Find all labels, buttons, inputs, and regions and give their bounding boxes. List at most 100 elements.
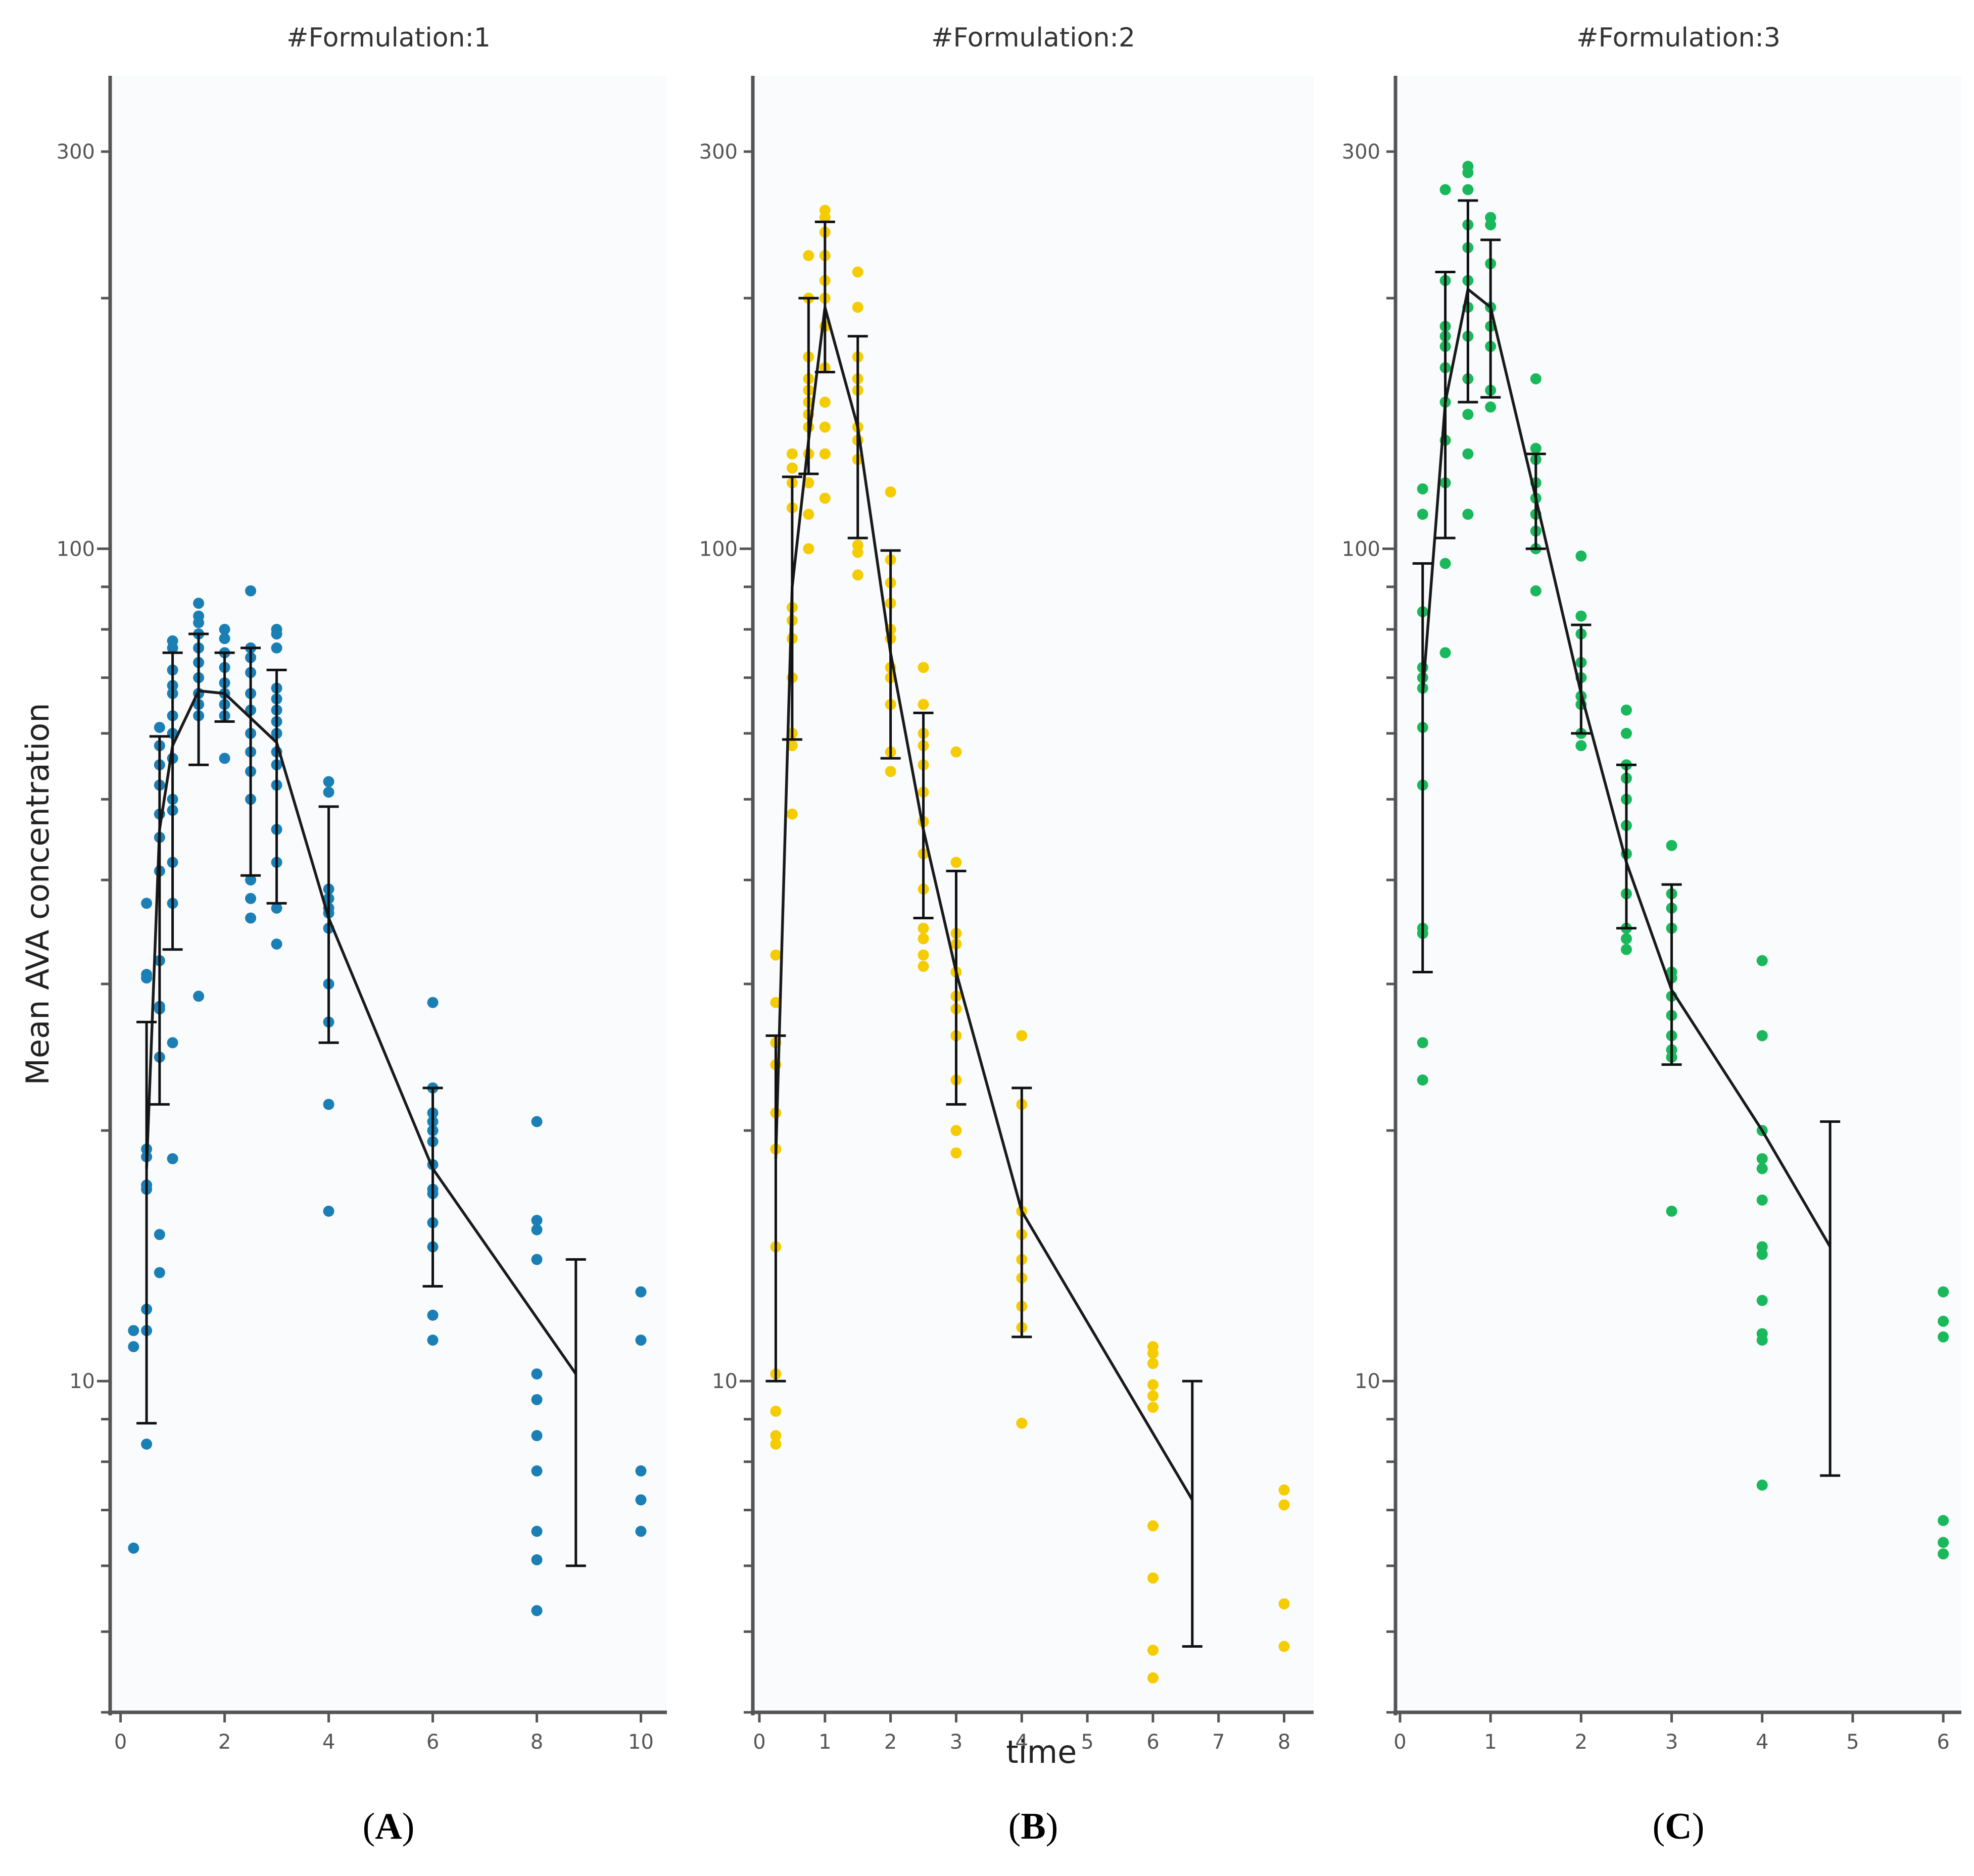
data-point: [193, 610, 205, 622]
x-tick-label: 6: [426, 1731, 439, 1754]
error-bar: [1458, 199, 1478, 404]
data-point: [635, 1465, 647, 1477]
data-point: [819, 205, 831, 216]
data-point: [803, 477, 814, 488]
error-bar: [214, 651, 235, 723]
error-bar: [318, 805, 339, 1044]
data-point: [271, 624, 282, 635]
data-point: [1439, 647, 1451, 659]
data-point: [1278, 1499, 1290, 1511]
data-point: [803, 250, 814, 261]
y-tick-label: 100: [699, 537, 738, 561]
data-point: [1462, 448, 1474, 460]
x-tick-label: 10: [628, 1731, 654, 1754]
data-point: [1147, 1379, 1159, 1391]
axes: 10 100 300 0 2 4 6 8 10: [57, 76, 667, 1754]
data-point: [1147, 1341, 1159, 1353]
data-point: [918, 922, 929, 934]
data-point: [950, 1147, 962, 1159]
axes: 10 100 300 0 1 2 3 4 5 6: [1342, 76, 1961, 1754]
data-point: [786, 462, 798, 474]
data-point: [1756, 1030, 1768, 1042]
data-point: [193, 598, 205, 609]
data-point: [1147, 1520, 1159, 1532]
data-point: [1417, 483, 1428, 495]
panel-letter: B: [1021, 1806, 1045, 1847]
data-point: [1938, 1515, 1949, 1526]
panel-letter: A: [375, 1806, 402, 1847]
panel-title: #Formulation:1: [286, 23, 491, 53]
data-marks: [128, 585, 647, 1616]
data-point: [1756, 955, 1768, 966]
data-point: [271, 902, 282, 914]
plot-background: [110, 76, 667, 1712]
error-bar: [1182, 1379, 1202, 1648]
panel-title: #Formulation:2: [931, 23, 1135, 53]
data-point: [852, 302, 863, 313]
data-point: [1016, 1417, 1028, 1429]
error-bar: [814, 220, 835, 374]
data-point: [427, 1335, 439, 1346]
data-point: [1666, 840, 1677, 851]
error-bar: [422, 1087, 443, 1288]
data-point: [323, 1099, 334, 1110]
panel-formulation-1: 10 100 300 0 2 4 6 8 10 #Formulation:1 Mean AVA …: [19, 23, 667, 1847]
data-point: [1016, 1030, 1028, 1042]
data-point: [323, 786, 334, 798]
x-axis-title: time: [1006, 1734, 1077, 1770]
data-point: [531, 1116, 543, 1127]
data-point: [1938, 1331, 1949, 1343]
x-tick-label: 3: [1665, 1731, 1678, 1754]
data-point: [1462, 409, 1474, 420]
plot-background: [753, 76, 1314, 1712]
error-bar: [1525, 453, 1546, 550]
data-marks: [1412, 161, 1949, 1560]
panel-label: (C): [1653, 1806, 1705, 1847]
data-point: [635, 1335, 647, 1346]
data-point: [1756, 1241, 1768, 1253]
error-bar: [1616, 763, 1636, 930]
data-point: [1756, 1163, 1768, 1174]
data-point: [219, 624, 230, 635]
error-bar: [1435, 271, 1456, 539]
data-point: [1666, 1205, 1677, 1217]
data-point: [950, 1125, 962, 1137]
x-tick-label: 6: [1146, 1731, 1159, 1754]
data-point: [167, 1153, 178, 1164]
data-point: [1147, 1402, 1159, 1413]
error-bar: [1571, 623, 1592, 735]
x-tick-label: 4: [1016, 1731, 1028, 1754]
panel-letter: C: [1665, 1806, 1692, 1847]
data-point: [950, 857, 962, 868]
panel-label: (A): [363, 1806, 415, 1847]
data-point: [531, 1214, 543, 1226]
data-point: [141, 969, 153, 980]
data-point: [918, 949, 929, 961]
data-point: [128, 1542, 139, 1554]
data-point: [885, 766, 896, 777]
data-point: [531, 1224, 543, 1236]
error-bar: [1412, 562, 1433, 974]
data-point: [819, 492, 831, 504]
mean-line: [774, 307, 1194, 1501]
data-point: [154, 1229, 165, 1241]
panel-formulation-3: 10 100 300 0 1 2 3 4 5 6 #Formulation:3 (C): [1342, 23, 1961, 1847]
data-point: [1756, 1479, 1768, 1491]
data-point: [1147, 1672, 1159, 1684]
panel-title: #Formulation:3: [1576, 23, 1780, 53]
data-point: [1530, 442, 1542, 454]
mean-line: [1421, 286, 1832, 1248]
data-point: [852, 569, 863, 581]
data-point: [531, 1465, 543, 1477]
x-tick-label: 1: [819, 1731, 831, 1754]
data-point: [852, 266, 863, 278]
data-point: [1439, 184, 1451, 195]
data-point: [245, 893, 257, 904]
data-point: [819, 421, 831, 433]
error-bar: [149, 735, 170, 1106]
x-tick-label: 1: [1484, 1731, 1497, 1754]
data-point: [1485, 401, 1497, 413]
y-tick-label: 300: [1342, 140, 1380, 164]
data-point: [885, 486, 896, 498]
data-point: [1278, 1641, 1290, 1652]
